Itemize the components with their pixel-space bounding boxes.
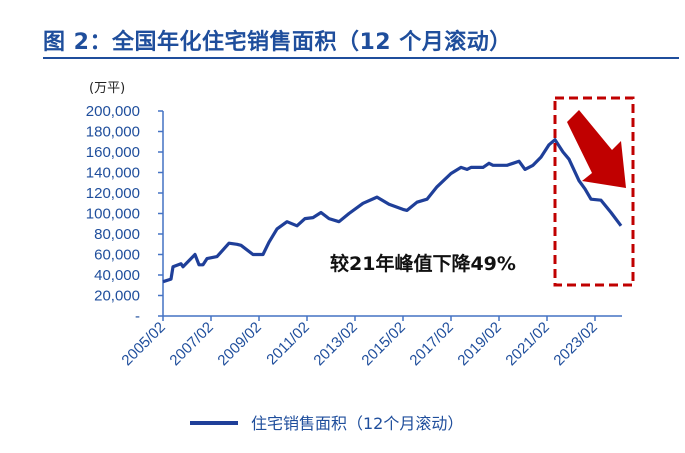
x-tick-label: 2015/02 <box>358 319 408 369</box>
x-tick-label: 2005/02 <box>118 319 168 369</box>
y-tick-label: 100,000 <box>86 206 140 223</box>
y-tick-label: 80,000 <box>94 226 140 243</box>
x-tick-label: 2009/02 <box>214 319 264 369</box>
x-tick-label: 2021/02 <box>502 319 552 369</box>
annotation-label: 较21年峰值下降49% <box>330 252 516 275</box>
y-tick-label: 160,000 <box>86 144 140 161</box>
x-tick-label: 2019/02 <box>454 319 504 369</box>
series-line <box>162 138 623 284</box>
x-tick-label: 2017/02 <box>406 319 456 369</box>
y-tick-label: 60,000 <box>94 247 140 264</box>
y-tick-label: 20,000 <box>94 288 140 305</box>
x-tick-label: 2013/02 <box>310 319 360 369</box>
y-tick-label: 180,000 <box>86 124 140 141</box>
y-tick-label: 200,000 <box>86 103 140 120</box>
legend-label: 住宅销售面积（12个月滚动） <box>251 414 463 433</box>
y-tick-label: 120,000 <box>86 185 140 202</box>
x-tick-label: 2023/02 <box>550 319 600 369</box>
chart-title: 图 2：全国年化住宅销售面积（12 个月滚动） <box>43 30 512 55</box>
y-tick-label: 40,000 <box>94 267 140 284</box>
y-tick-label: 140,000 <box>86 165 140 182</box>
y-axis-unit-label: (万平) <box>89 81 125 96</box>
x-tick-label: 2011/02 <box>263 319 313 369</box>
x-axis: 2005/022007/022009/022011/022013/022015/… <box>118 315 622 369</box>
x-tick-label: 2007/02 <box>166 319 216 369</box>
down-arrow-icon <box>567 110 626 188</box>
highlight-box <box>553 96 635 287</box>
y-axis: - 20,000 40,000 60,000 80,000 100,000 120,000 1… <box>86 103 164 325</box>
y-tick-label: - <box>135 308 140 325</box>
title-underline <box>43 57 679 59</box>
